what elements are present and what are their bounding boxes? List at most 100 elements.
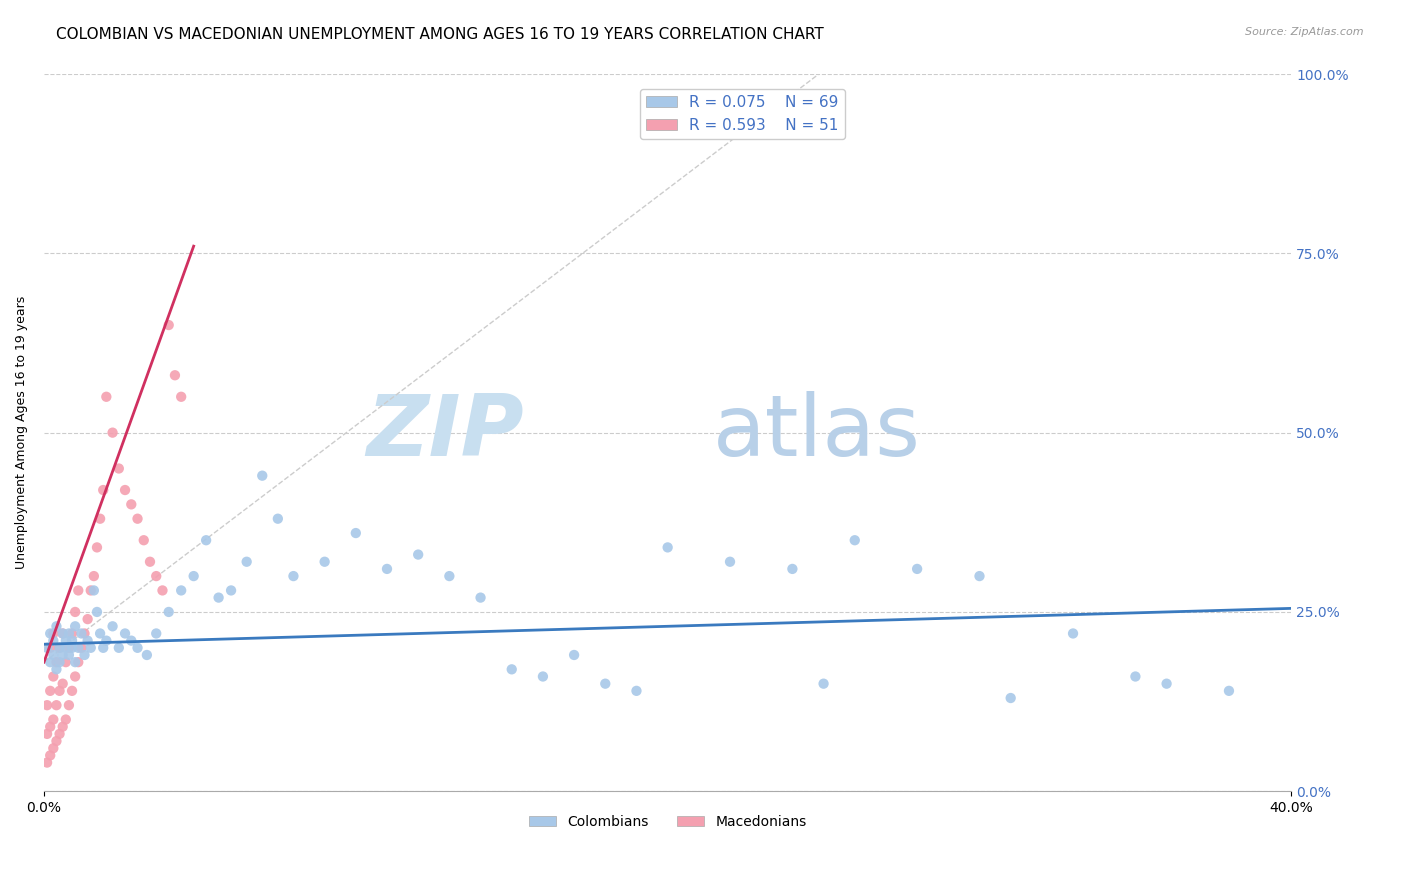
- Point: [58, 648, 80, 662]
- Point: [42, 741, 65, 756]
- Point: [101, 619, 124, 633]
- Point: [67, 655, 90, 669]
- Point: [35, 698, 58, 713]
- Point: [969, 569, 991, 583]
- Point: [42, 648, 65, 662]
- Point: [267, 512, 290, 526]
- Point: [52, 626, 75, 640]
- Point: [45, 734, 67, 748]
- Point: [73, 626, 96, 640]
- Point: [1125, 669, 1147, 683]
- Point: [207, 591, 229, 605]
- Point: [782, 562, 804, 576]
- Text: atlas: atlas: [713, 392, 921, 475]
- Point: [139, 555, 162, 569]
- Point: [58, 698, 80, 713]
- Point: [52, 720, 75, 734]
- Point: [67, 583, 90, 598]
- Point: [63, 655, 86, 669]
- Point: [108, 640, 131, 655]
- Y-axis label: Unemployment Among Ages 16 to 19 years: Unemployment Among Ages 16 to 19 years: [15, 296, 28, 569]
- Point: [55, 633, 77, 648]
- Point: [96, 633, 118, 648]
- Point: [89, 626, 111, 640]
- Point: [83, 583, 105, 598]
- Point: [101, 425, 124, 440]
- Point: [35, 640, 58, 655]
- Point: [89, 512, 111, 526]
- Point: [52, 648, 75, 662]
- Point: [80, 640, 103, 655]
- Point: [60, 683, 83, 698]
- Point: [35, 727, 58, 741]
- Point: [39, 720, 62, 734]
- Point: [76, 633, 98, 648]
- Point: [48, 727, 70, 741]
- Point: [48, 640, 70, 655]
- Point: [42, 669, 65, 683]
- Point: [283, 569, 305, 583]
- Point: [86, 541, 108, 555]
- Point: [42, 713, 65, 727]
- Point: [375, 562, 398, 576]
- Point: [1156, 676, 1178, 690]
- Point: [86, 605, 108, 619]
- Point: [145, 626, 167, 640]
- Point: [39, 655, 62, 669]
- Point: [63, 619, 86, 633]
- Point: [135, 648, 157, 662]
- Point: [813, 676, 835, 690]
- Point: [96, 390, 118, 404]
- Point: [39, 748, 62, 763]
- Point: [195, 533, 218, 548]
- Point: [39, 683, 62, 698]
- Point: [1218, 683, 1240, 698]
- Point: [80, 583, 103, 598]
- Point: [48, 640, 70, 655]
- Point: [39, 640, 62, 655]
- Point: [48, 655, 70, 669]
- Point: [157, 318, 180, 332]
- Point: [55, 640, 77, 655]
- Point: [252, 468, 274, 483]
- Point: [501, 662, 523, 676]
- Point: [45, 698, 67, 713]
- Point: [63, 669, 86, 683]
- Point: [91, 483, 114, 497]
- Point: [470, 591, 492, 605]
- Point: [626, 683, 648, 698]
- Point: [145, 569, 167, 583]
- Point: [235, 555, 257, 569]
- Point: [170, 390, 193, 404]
- Point: [55, 713, 77, 727]
- Point: [45, 619, 67, 633]
- Point: [718, 555, 741, 569]
- Point: [73, 648, 96, 662]
- Point: [83, 569, 105, 583]
- Point: [70, 626, 93, 640]
- Point: [157, 605, 180, 619]
- Point: [58, 626, 80, 640]
- Text: Source: ZipAtlas.com: Source: ZipAtlas.com: [1246, 27, 1364, 37]
- Point: [170, 583, 193, 598]
- Point: [314, 555, 336, 569]
- Point: [63, 605, 86, 619]
- Point: [132, 533, 155, 548]
- Point: [58, 640, 80, 655]
- Point: [152, 583, 174, 598]
- Point: [60, 640, 83, 655]
- Text: ZIP: ZIP: [367, 392, 524, 475]
- Point: [344, 526, 367, 541]
- Point: [562, 648, 585, 662]
- Point: [108, 461, 131, 475]
- Point: [1000, 691, 1022, 706]
- Point: [35, 756, 58, 770]
- Point: [183, 569, 205, 583]
- Point: [657, 541, 679, 555]
- Point: [60, 626, 83, 640]
- Point: [595, 676, 617, 690]
- Point: [39, 626, 62, 640]
- Point: [52, 676, 75, 690]
- Point: [55, 655, 77, 669]
- Point: [76, 612, 98, 626]
